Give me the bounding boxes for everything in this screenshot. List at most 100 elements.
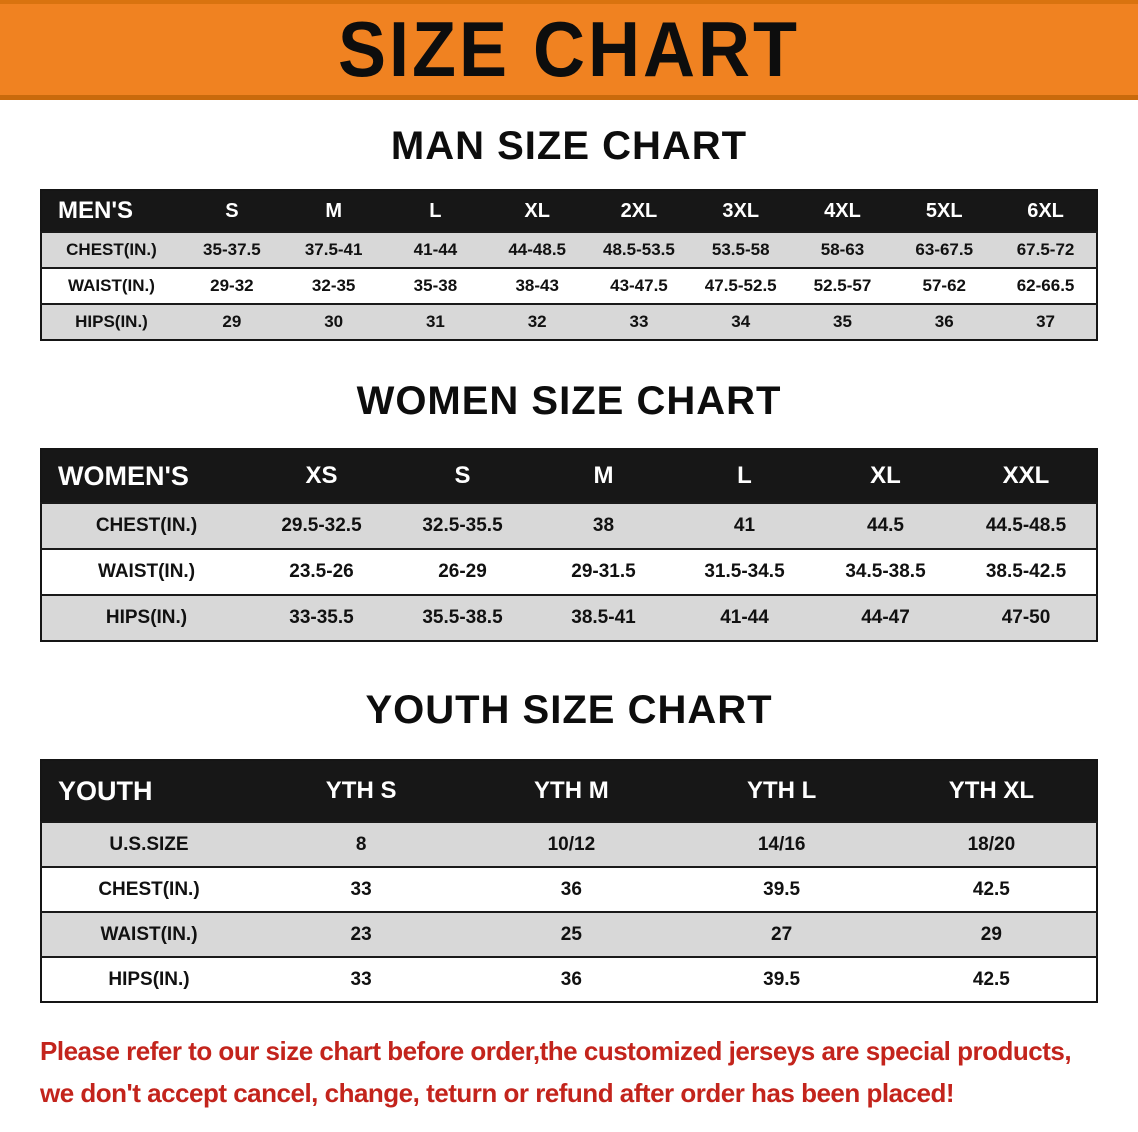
size-value-cell: 34.5-38.5 xyxy=(815,548,956,595)
womens-size-table: WOMEN'S XS S M L XL XXL CHEST(IN.) 29.5-32.5 32.… xyxy=(40,448,1098,642)
men-section-heading: MAN SIZE CHART xyxy=(390,124,748,168)
size-value-cell: 62-66.5 xyxy=(995,267,1097,304)
size-value-cell: 44.5-48.5 xyxy=(956,502,1097,549)
row-label-cell: CHEST(IN.) xyxy=(41,231,181,268)
size-value-cell: 48.5-53.5 xyxy=(588,231,690,268)
size-column-header: S xyxy=(392,449,533,503)
row-label-cell: HIPS(IN.) xyxy=(41,956,256,1002)
row-label-cell: HIPS(IN.) xyxy=(41,594,251,641)
size-value-cell: 10/12 xyxy=(466,821,677,867)
footer-note-line-1: Please refer to our size chart before or… xyxy=(40,1036,1072,1066)
size-value-cell: 30 xyxy=(282,303,385,340)
table-row: WAIST(IN.) 23 25 27 29 xyxy=(41,911,1097,957)
table-row: WAIST(IN.) 29-32 32-35 35-38 38-43 43-47.5 47.… xyxy=(41,267,1097,304)
size-value-cell: 32 xyxy=(486,303,589,340)
size-value-cell: 31.5-34.5 xyxy=(674,548,815,595)
youth-table-body: U.S.SIZE 8 10/12 14/16 18/20 CHEST(IN.) 33 36 39… xyxy=(41,821,1097,1002)
table-row: HIPS(IN.) 33 36 39.5 42.5 xyxy=(41,956,1097,1002)
size-value-cell: 33-35.5 xyxy=(251,594,392,641)
size-column-header: S xyxy=(181,190,283,232)
size-value-cell: 18/20 xyxy=(886,821,1097,867)
size-value-cell: 36 xyxy=(466,866,677,912)
mens-size-table: MEN'S S M L XL 2XL 3XL 4XL 5XL 6XL CHEST(IN.) 35-3… xyxy=(40,189,1098,341)
size-value-cell: 23.5-26 xyxy=(251,548,392,595)
size-value-cell: 43-47.5 xyxy=(588,267,690,304)
size-value-cell: 38.5-42.5 xyxy=(956,548,1097,595)
size-value-cell: 42.5 xyxy=(886,866,1097,912)
size-value-cell: 23 xyxy=(256,911,467,957)
table-row: U.S.SIZE 8 10/12 14/16 18/20 xyxy=(41,821,1097,867)
size-value-cell: 25 xyxy=(466,911,677,957)
row-label-cell: HIPS(IN.) xyxy=(41,303,181,340)
size-value-cell: 41 xyxy=(674,502,815,549)
size-column-header: 2XL xyxy=(588,190,690,232)
size-value-cell: 53.5-58 xyxy=(689,231,792,268)
size-value-cell: 33 xyxy=(256,866,467,912)
size-column-header: 6XL xyxy=(995,190,1097,232)
footer-note: Please refer to our size chart before or… xyxy=(40,1031,1138,1114)
row-label-cell: WAIST(IN.) xyxy=(41,267,181,304)
size-value-cell: 44-47 xyxy=(815,594,956,641)
size-value-cell: 38 xyxy=(533,502,674,549)
size-column-header: 5XL xyxy=(893,190,996,232)
table-row: WAIST(IN.) 23.5-26 26-29 29-31.5 31.5-34.5 34… xyxy=(41,548,1097,595)
row-label-cell: WAIST(IN.) xyxy=(41,548,251,595)
size-value-cell: 41-44 xyxy=(674,594,815,641)
womens-table-body: CHEST(IN.) 29.5-32.5 32.5-35.5 38 41 44.5 44.5… xyxy=(41,502,1097,641)
size-value-cell: 42.5 xyxy=(886,956,1097,1002)
size-value-cell: 27 xyxy=(676,911,887,957)
row-label-cell: WAIST(IN.) xyxy=(41,911,256,957)
size-value-cell: 37 xyxy=(995,303,1097,340)
size-column-header: M xyxy=(533,449,674,503)
size-value-cell: 47.5-52.5 xyxy=(689,267,792,304)
size-value-cell: 29.5-32.5 xyxy=(251,502,392,549)
banner-title: SIZE CHART xyxy=(338,6,800,93)
footer-note-line-2: we don't accept cancel, change, teturn o… xyxy=(40,1077,955,1108)
size-value-cell: 26-29 xyxy=(392,548,533,595)
table-header-row: YOUTH YTH S YTH M YTH L YTH XL xyxy=(41,760,1097,822)
size-value-cell: 29 xyxy=(886,911,1097,957)
size-column-header: YTH L xyxy=(676,760,887,822)
size-value-cell: 38.5-41 xyxy=(533,594,674,641)
size-value-cell: 67.5-72 xyxy=(995,231,1097,268)
size-column-header: L xyxy=(674,449,815,503)
mens-table-body: CHEST(IN.) 35-37.5 37.5-41 41-44 44-48.5 48.5… xyxy=(41,231,1097,340)
women-section-heading: WOMEN SIZE CHART xyxy=(356,379,782,423)
table-row: HIPS(IN.) 33-35.5 35.5-38.5 38.5-41 41-44 44-… xyxy=(41,594,1097,641)
table-title-cell: YOUTH xyxy=(41,760,256,822)
size-value-cell: 44-48.5 xyxy=(486,231,589,268)
size-value-cell: 41-44 xyxy=(384,231,487,268)
table-title-cell: WOMEN'S xyxy=(41,449,251,503)
size-value-cell: 29-31.5 xyxy=(533,548,674,595)
size-column-header: YTH M xyxy=(466,760,677,822)
size-column-header: XL xyxy=(486,190,589,232)
size-column-header: 4XL xyxy=(791,190,894,232)
size-column-header: XL xyxy=(815,449,956,503)
size-value-cell: 35-37.5 xyxy=(181,231,283,268)
size-value-cell: 33 xyxy=(588,303,690,340)
table-row: CHEST(IN.) 35-37.5 37.5-41 41-44 44-48.5 48.5… xyxy=(41,231,1097,268)
size-value-cell: 32.5-35.5 xyxy=(392,502,533,549)
size-value-cell: 58-63 xyxy=(791,231,894,268)
table-row: HIPS(IN.) 29 30 31 32 33 34 35 36 37 xyxy=(41,303,1097,340)
youth-section-heading: YOUTH SIZE CHART xyxy=(365,688,773,732)
table-row: CHEST(IN.) 33 36 39.5 42.5 xyxy=(41,866,1097,912)
size-value-cell: 35-38 xyxy=(384,267,487,304)
size-value-cell: 35.5-38.5 xyxy=(392,594,533,641)
size-column-header: L xyxy=(384,190,487,232)
size-value-cell: 36 xyxy=(466,956,677,1002)
size-value-cell: 14/16 xyxy=(676,821,887,867)
size-value-cell: 35 xyxy=(791,303,894,340)
size-value-cell: 57-62 xyxy=(893,267,996,304)
size-value-cell: 31 xyxy=(384,303,487,340)
size-value-cell: 32-35 xyxy=(282,267,385,304)
row-label-cell: CHEST(IN.) xyxy=(41,866,256,912)
size-value-cell: 39.5 xyxy=(676,956,887,1002)
table-row: CHEST(IN.) 29.5-32.5 32.5-35.5 38 41 44.5 44.5… xyxy=(41,502,1097,549)
size-value-cell: 36 xyxy=(893,303,996,340)
size-value-cell: 8 xyxy=(256,821,467,867)
size-column-header: M xyxy=(282,190,385,232)
size-value-cell: 33 xyxy=(256,956,467,1002)
size-value-cell: 44.5 xyxy=(815,502,956,549)
table-header-row: MEN'S S M L XL 2XL 3XL 4XL 5XL 6XL xyxy=(41,190,1097,232)
